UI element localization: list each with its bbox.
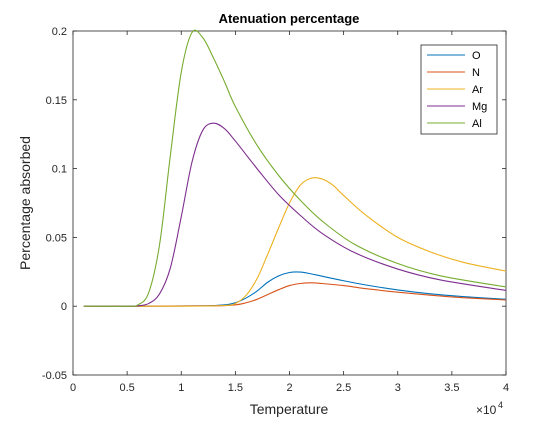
y-tick-label: 0.1 xyxy=(52,164,67,176)
x-tick-label: 3.5 xyxy=(444,382,459,394)
series-line-o xyxy=(83,271,507,307)
x-tick-label: 3 xyxy=(395,382,401,394)
x-tick-label: 2 xyxy=(286,382,292,394)
series-line-mg xyxy=(83,122,507,307)
y-tick-label: -0.05 xyxy=(42,370,67,382)
x-exponent-label: ×10 4 xyxy=(476,400,503,417)
x-exponent-base: ×10 xyxy=(476,403,497,417)
legend-label-mg: Mg xyxy=(472,101,487,113)
chart-title: Atenuation percentage xyxy=(219,11,360,26)
x-tick-label: 2.5 xyxy=(336,382,351,394)
y-tick-label: 0 xyxy=(61,301,67,313)
series-line-al xyxy=(83,29,507,307)
legend-label-n: N xyxy=(472,67,480,79)
y-tick-label: 0.2 xyxy=(52,26,67,38)
y-tick-label: 0.05 xyxy=(46,232,67,244)
x-tick-label: 1.5 xyxy=(228,382,243,394)
legend-label-ar: Ar xyxy=(472,84,483,96)
legend-label-o: O xyxy=(472,50,481,62)
series-line-ar xyxy=(83,177,507,307)
x-tick-label: 0.5 xyxy=(119,382,134,394)
x-exponent-power: 4 xyxy=(498,400,503,410)
x-tick-label: 1 xyxy=(178,382,184,394)
legend: ON Ar Mg Al xyxy=(420,44,498,135)
x-tick-label: 4 xyxy=(503,382,509,394)
x-tick-label: 0 xyxy=(70,382,76,394)
legend-label-al: Al xyxy=(472,118,482,130)
x-axis-label: Temperature xyxy=(250,401,329,417)
y-axis-label: Percentage absorbed xyxy=(17,136,33,270)
y-tick-label: 0.15 xyxy=(46,95,67,107)
